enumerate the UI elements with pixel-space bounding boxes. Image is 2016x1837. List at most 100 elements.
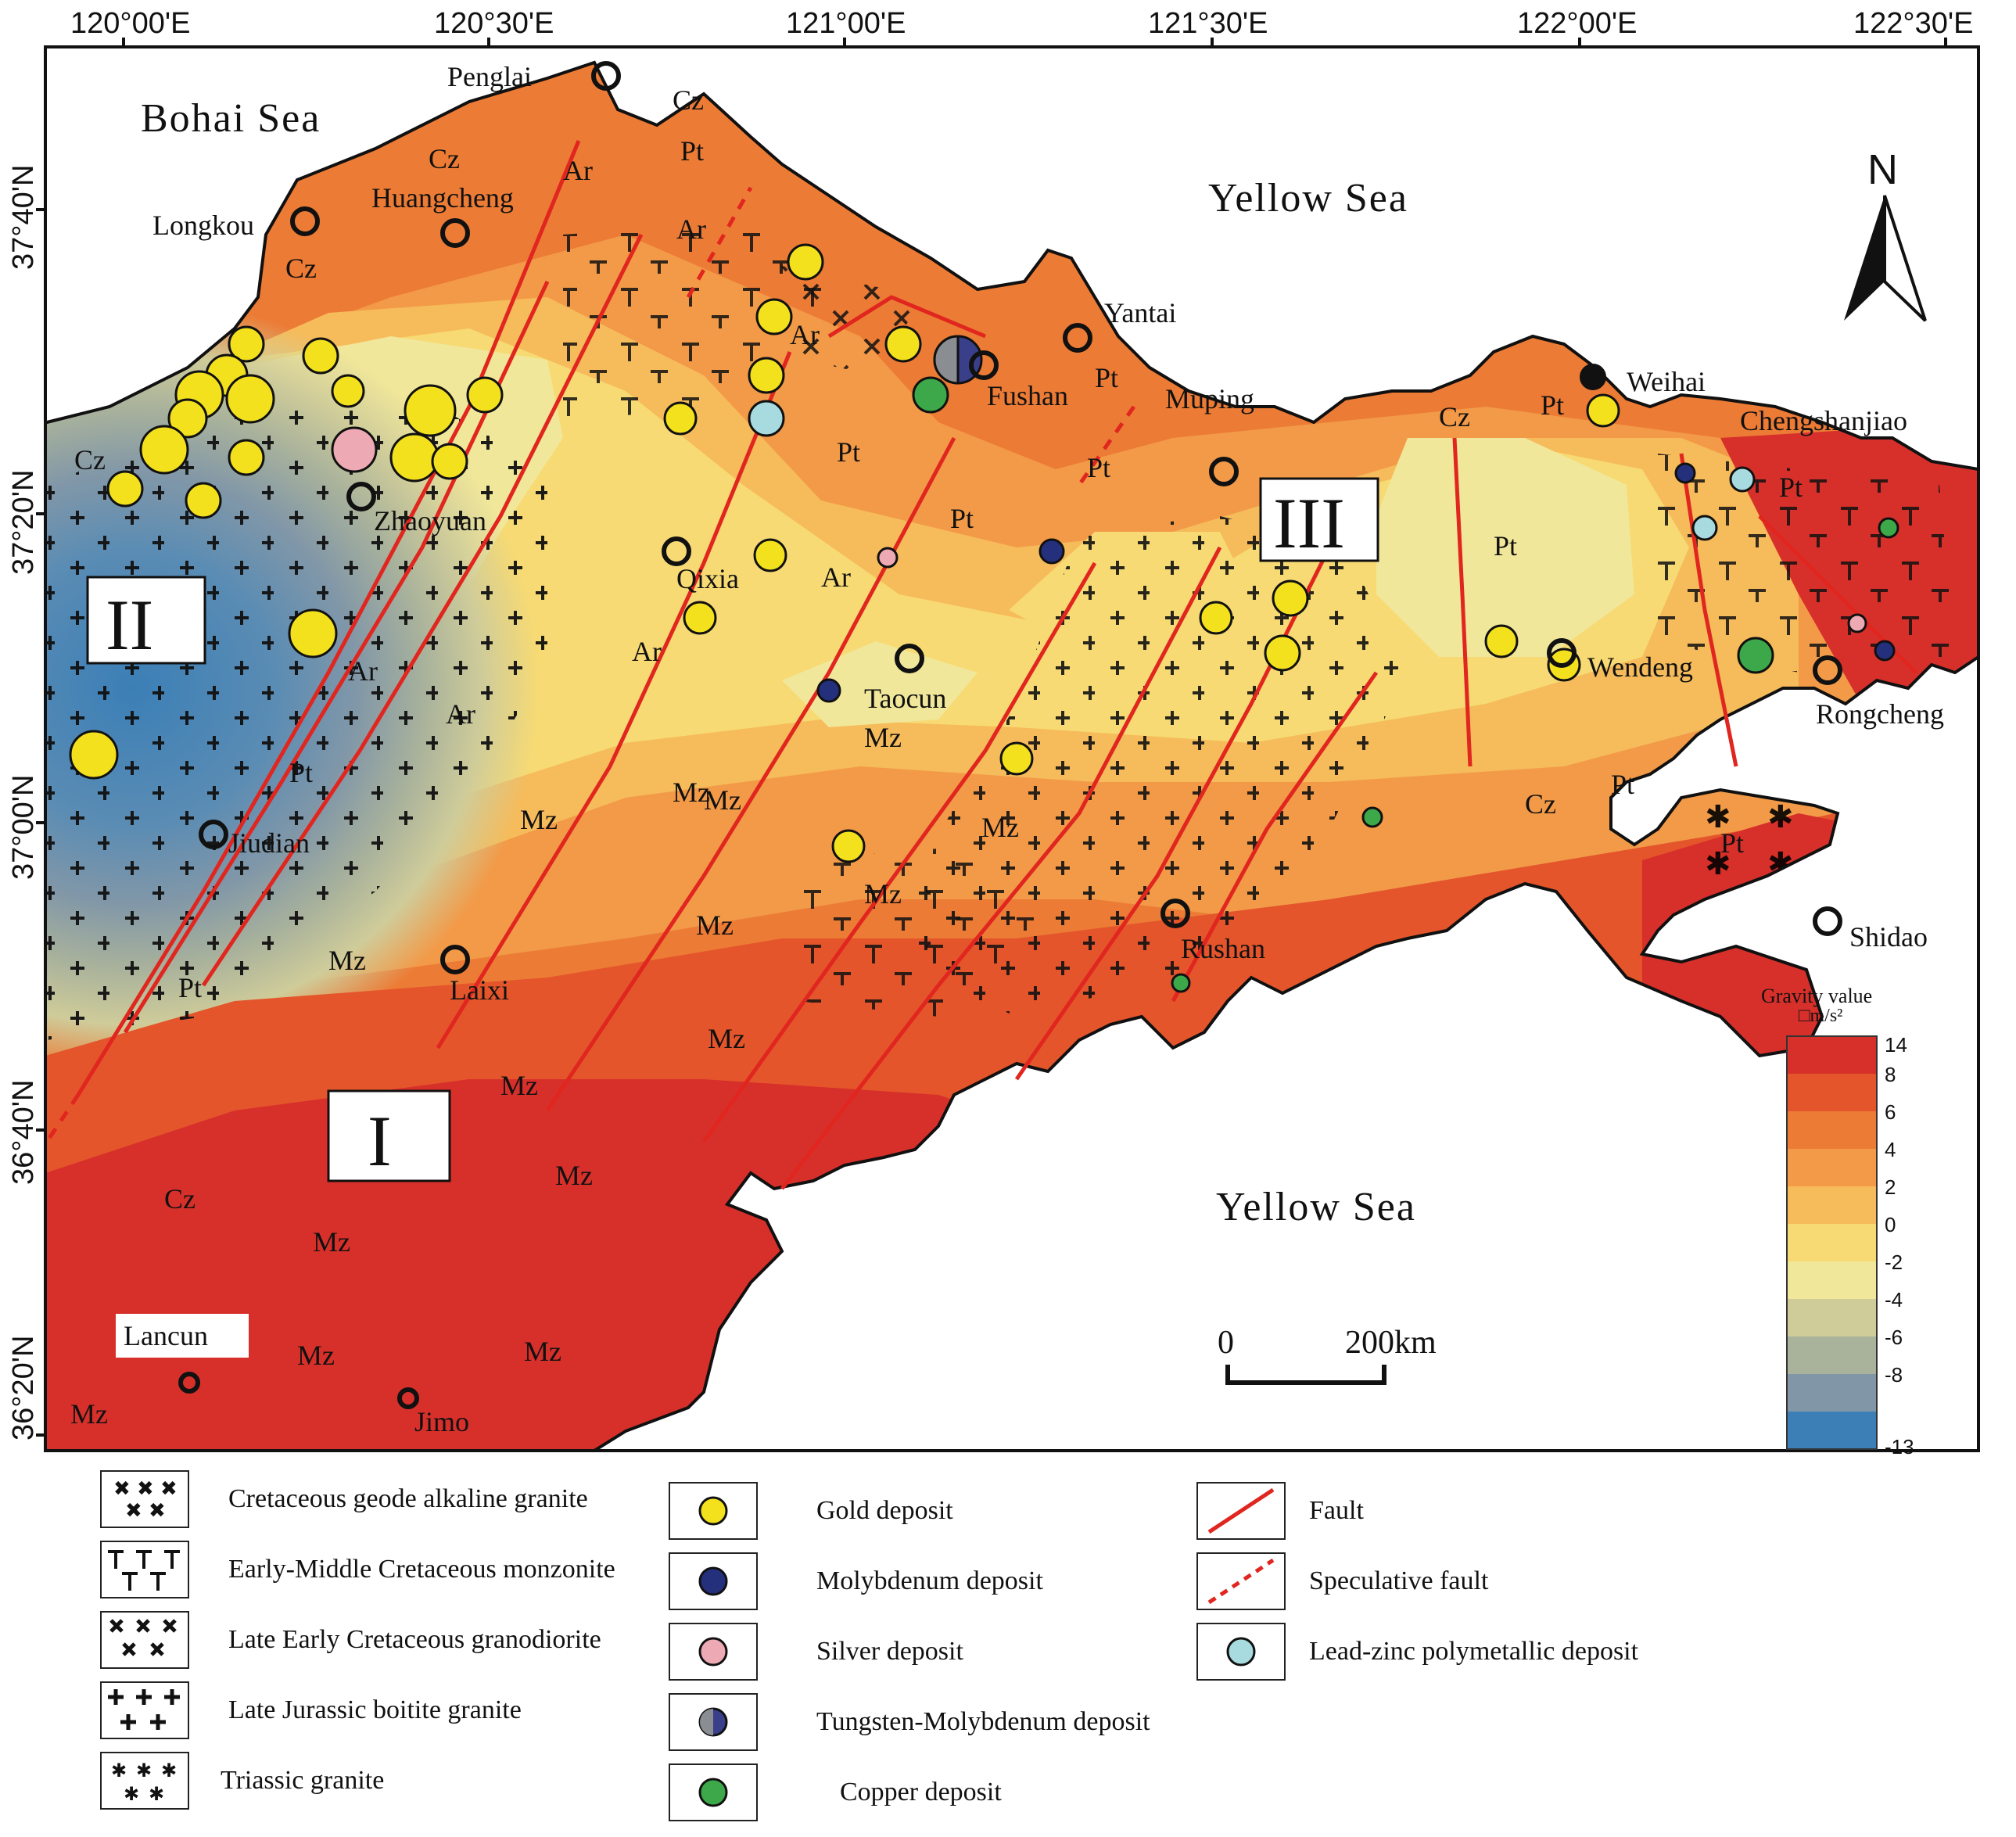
legend-item-fault: Fault: [1196, 1482, 1638, 1540]
unit-label-pt: Pt: [1611, 769, 1634, 800]
colorbar-tick-label: -6: [1885, 1326, 1903, 1349]
map-border: [44, 45, 1980, 1452]
city-label-muping: Muping: [1165, 383, 1254, 414]
unit-label-mz: Mz: [297, 1340, 335, 1371]
copper-dot-icon: [669, 1763, 758, 1821]
unit-label-cz: Cz: [1525, 788, 1556, 820]
tungsten-molybdenum-dot-icon: [669, 1693, 758, 1751]
city-label-wendeng: Wendeng: [1587, 651, 1693, 683]
geode-cross-icon: ✖ ✖ ✖ ✖ ✖: [100, 1470, 189, 1528]
unit-label-pt: Pt: [289, 757, 313, 788]
svg-text:200km: 200km: [1345, 1325, 1437, 1361]
unit-label-pt: Pt: [950, 503, 974, 534]
unit-label-cz: Cz: [429, 143, 460, 174]
svg-text:0: 0: [1218, 1325, 1234, 1361]
legend-item-speculative-fault: Speculative fault: [1196, 1552, 1638, 1610]
svg-text:✖: ✖: [113, 1477, 131, 1501]
unit-label-cz: Cz: [164, 1183, 196, 1215]
unit-label-pt: Pt: [1494, 530, 1517, 562]
unit-label-pt: Pt: [178, 972, 202, 1003]
legend-item-geode-granite: ✖ ✖ ✖ ✖ ✖ Cretaceous geode alkaline granite: [100, 1470, 635, 1528]
legend-label: Molybdenum deposit: [816, 1566, 1043, 1595]
lat-label: 36°40'N: [7, 1080, 40, 1185]
legend-item-silver: Silver deposit: [669, 1623, 1145, 1681]
lon-label: 122°30'E: [1853, 7, 1973, 40]
unit-label-ar: Ar: [790, 319, 820, 350]
unit-label-cz: Cz: [1439, 401, 1470, 432]
city-label-chengshanjiao: Chengshanjiao: [1740, 405, 1907, 436]
svg-text:✖: ✖: [125, 1499, 142, 1523]
unit-label-pt: Pt: [1095, 362, 1118, 393]
unit-label-mz: Mz: [313, 1226, 350, 1258]
fault-lines: [76, 140, 1917, 1190]
unit-label-mz: Mz: [708, 1023, 745, 1054]
unit-label-mz: Mz: [520, 804, 558, 835]
lon-label: 121°00'E: [786, 7, 906, 40]
legend-label: Late Early Cretaceous granodiorite: [228, 1624, 601, 1654]
yellow-sea-label-south: Yellow Sea: [1216, 1185, 1416, 1229]
colorbar-frame: [1786, 1035, 1878, 1450]
speculative-fault-icon: [1196, 1552, 1286, 1610]
north-arrow-icon: N: [1844, 146, 1927, 322]
unit-label-mz: Mz: [555, 1160, 593, 1191]
colorbar-swatch: [1787, 1074, 1877, 1111]
lon-label: 120°30'E: [434, 7, 554, 40]
bohai-sea-label: Bohai Sea: [141, 96, 321, 141]
unit-label-mz: Mz: [696, 910, 734, 941]
colorbar-unit: □m/s²: [1799, 1006, 1842, 1026]
granite-plus-icon: [100, 1681, 189, 1739]
colorbar-tick-label: -4: [1885, 1288, 1903, 1311]
unit-label-mz: Mz: [328, 945, 366, 976]
city-label-lancun: Lancun: [124, 1320, 208, 1351]
unit-label-ar: Ar: [821, 562, 851, 593]
lon-label: 120°00'E: [70, 7, 190, 40]
monzonite-t-icon: [100, 1541, 189, 1598]
unit-label-ar: Ar: [632, 636, 662, 667]
unit-label-cz: Cz: [673, 84, 704, 116]
legend-label: Cretaceous geode alkaline granite: [228, 1484, 588, 1513]
unit-label-ar: Ar: [446, 698, 475, 730]
legend-label: Triassic granite: [221, 1765, 385, 1795]
city-label-qixia: Qixia: [676, 563, 739, 594]
legend-item-monzonite: Early-Middle Cretaceous monzonite: [100, 1541, 619, 1598]
colorbar-swatch: [1787, 1111, 1877, 1149]
svg-text:✱: ✱: [111, 1760, 127, 1781]
unit-label-ar: Ar: [676, 213, 706, 245]
unit-label-cz: Cz: [285, 253, 317, 284]
city-label-zhaoyuan: Zhaoyuan: [374, 505, 486, 536]
latitude-labels: 37°40'N 37°20'N 37°00'N 36°40'N 36°20'N: [7, 165, 40, 1441]
unit-label-pt: Pt: [1720, 827, 1744, 859]
legend-item-copper: Copper deposit: [669, 1763, 1168, 1821]
colorbar-tick-label: -2: [1885, 1250, 1903, 1274]
svg-text:✖: ✖: [160, 1477, 178, 1501]
gravity-colorbar: Gravity value □m/s² 14 8 6 4 2 0 -2 -4 -6 -8 -13: [1761, 985, 1914, 1458]
legend-item-molybdenum: Molybdenum deposit: [669, 1552, 1145, 1610]
city-label-laixi: Laixi: [450, 974, 509, 1006]
lead-zinc-dot-icon: [1196, 1623, 1286, 1681]
svg-text:I: I: [368, 1101, 392, 1181]
svg-text:✱: ✱: [149, 1783, 164, 1805]
gold-dot-icon: [669, 1482, 758, 1540]
legend-item-gold: Gold deposit: [669, 1482, 1145, 1540]
city-label-huangcheng: Huangcheng: [371, 182, 514, 213]
legend-label: Early-Middle Cretaceous monzonite: [228, 1554, 615, 1584]
unit-label-mz: Mz: [704, 784, 741, 816]
colorbar-tick-label: 0: [1885, 1213, 1896, 1236]
colorbar-swatch: [1787, 1036, 1877, 1074]
lon-label: 122°00'E: [1517, 7, 1637, 40]
speculative-fault-lines: [45, 186, 1136, 1143]
lat-label: 37°20'N: [7, 470, 40, 575]
city-label-rongcheng: Rongcheng: [1816, 698, 1944, 730]
svg-text:✖: ✖: [149, 1499, 166, 1523]
legend-item-triassic-granite: ✱ ✱ ✱ ✱ ✱ Triassic granite: [100, 1752, 549, 1810]
unit-label-mz: Mz: [673, 777, 710, 808]
city-label-yantai: Yantai: [1104, 297, 1176, 328]
svg-text:✱: ✱: [161, 1760, 177, 1781]
colorbar-swatch: [1787, 1374, 1877, 1412]
unit-label-pt: Pt: [680, 135, 704, 167]
colorbar-tick-label: 8: [1885, 1063, 1896, 1086]
triassic-star-icon: ✱ ✱ ✱ ✱ ✱: [100, 1752, 189, 1810]
colorbar-tick-label: 14: [1885, 1033, 1907, 1057]
colorbar-tick-label: -13: [1885, 1435, 1914, 1458]
colorbar-swatch: [1787, 1261, 1877, 1299]
